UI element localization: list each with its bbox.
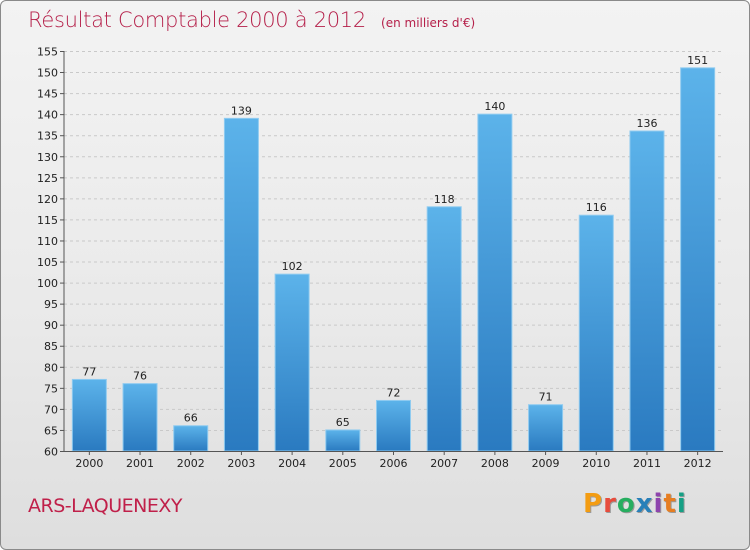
x-tick-label-2001: 2001 (126, 457, 154, 470)
data-label-2004: 102 (282, 260, 303, 273)
bar-2011 (629, 130, 665, 452)
x-tick-label-2007: 2007 (430, 457, 458, 470)
data-label-2002: 66 (184, 412, 198, 425)
x-tick-label-2004: 2004 (278, 457, 306, 470)
x-tick-label-2000: 2000 (75, 457, 103, 470)
x-tick-label-2008: 2008 (481, 457, 509, 470)
logo-letter: o (616, 489, 636, 519)
data-label-2008: 140 (484, 100, 505, 113)
x-tick-label-2012: 2012 (684, 457, 712, 470)
bar-2010 (578, 214, 614, 452)
y-tick-label: 90 (44, 319, 58, 332)
y-tick-label: 150 (37, 67, 58, 80)
bar-2012 (680, 67, 716, 452)
data-label-2000: 77 (82, 365, 96, 378)
y-tick-label: 110 (37, 235, 58, 248)
bar-2002 (173, 425, 209, 452)
logo-letter: i (653, 489, 664, 519)
y-tick-label: 60 (44, 446, 58, 459)
data-label-2003: 139 (231, 104, 252, 117)
chart-title-unit: (en milliers d'€) (381, 16, 476, 30)
y-tick-label: 130 (37, 151, 58, 164)
bar-2001 (122, 383, 158, 452)
bar-2006 (376, 399, 411, 452)
logo-letter: P (583, 489, 604, 519)
data-label-2012: 151 (687, 54, 708, 67)
logo-letter: r (603, 489, 617, 519)
x-tick-label-2003: 2003 (227, 457, 255, 470)
y-tick-label: 100 (37, 277, 58, 290)
bars: 77 76 66 139 102 65 72 118 140 71 116 136 151 (71, 54, 716, 452)
commune-name: ARS-LAQUENEXY (28, 495, 183, 517)
y-tick-label: 155 (37, 46, 58, 59)
bar-2009 (528, 404, 564, 452)
data-label-2011: 136 (636, 117, 657, 130)
bar-2004 (274, 273, 310, 452)
x-axis: 2000 2001 2002 2003 2004 2005 2006 2007 2008 2009… (64, 451, 723, 470)
bar-2007 (426, 206, 462, 452)
bar-2000 (71, 378, 107, 452)
y-tick-label: 120 (37, 193, 58, 206)
y-tick-label: 80 (44, 361, 58, 374)
x-tick-label-2009: 2009 (532, 457, 560, 470)
logo-letter: x (635, 489, 654, 519)
data-label-2006: 72 (387, 386, 401, 399)
logo-letter: i (676, 489, 687, 519)
x-tick-label-2002: 2002 (177, 457, 205, 470)
y-tick-label: 135 (37, 130, 58, 143)
y-tick-label: 115 (37, 214, 58, 227)
bar-2003 (223, 117, 259, 452)
logo-letter: t (663, 489, 677, 519)
y-axis: 60 65 70 75 80 85 90 95 100 105 110 115 120 125 130 135… (37, 46, 65, 459)
data-label-2001: 76 (133, 370, 147, 383)
data-label-2010: 116 (586, 201, 607, 214)
bar-2005 (325, 429, 361, 452)
data-label-2005: 65 (336, 416, 350, 429)
x-tick-label-2010: 2010 (582, 457, 610, 470)
y-tick-label: 75 (44, 382, 58, 395)
proxiti-logo[interactable]: Proxiti (583, 489, 687, 519)
grid-lines (64, 51, 723, 452)
y-tick-label: 145 (37, 88, 58, 101)
y-tick-label: 125 (37, 172, 58, 185)
y-tick-label: 85 (44, 340, 58, 353)
chart-title-main: Résultat Comptable 2000 à 2012 (28, 8, 366, 32)
y-tick-label: 140 (37, 109, 58, 122)
data-label-2007: 118 (434, 193, 455, 206)
x-tick-label-2011: 2011 (633, 457, 661, 470)
x-tick-label-2006: 2006 (380, 457, 408, 470)
y-tick-label: 65 (44, 424, 58, 437)
y-tick-label: 105 (37, 256, 58, 269)
chart-title: Résultat Comptable 2000 à 2012 (en milli… (28, 8, 475, 32)
y-tick-label: 70 (44, 403, 58, 416)
bar-2008 (477, 113, 513, 452)
y-tick-label: 95 (44, 298, 58, 311)
data-label-2009: 71 (539, 391, 553, 404)
x-tick-label-2005: 2005 (329, 457, 357, 470)
